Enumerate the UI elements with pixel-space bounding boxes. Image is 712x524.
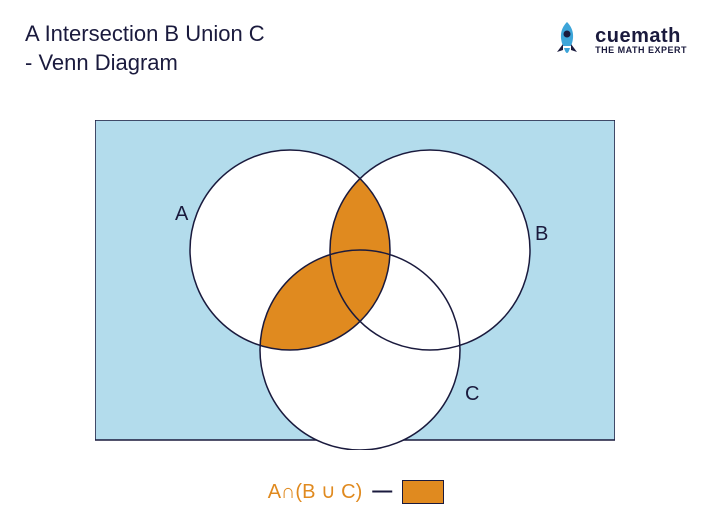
title-line-1: A Intersection B Union C [25, 20, 265, 49]
svg-text:C: C [465, 383, 479, 405]
rocket-icon [547, 20, 587, 60]
svg-text:B: B [535, 223, 548, 245]
legend: A∩(B ∪ C) — [0, 479, 712, 504]
page-title: A Intersection B Union C - Venn Diagram [25, 20, 265, 77]
svg-text:A: A [175, 203, 189, 225]
logo-brand-text: cuemath [595, 26, 687, 46]
legend-swatch [402, 480, 444, 504]
legend-formula: A∩(B ∪ C) [268, 479, 363, 504]
logo-tagline-text: THE MATH EXPERT [595, 46, 687, 55]
title-line-2: - Venn Diagram [25, 49, 265, 78]
brand-logo: cuemath THE MATH EXPERT [547, 20, 687, 60]
legend-dash: — [372, 480, 392, 503]
venn-diagram: A B C [95, 120, 615, 455]
